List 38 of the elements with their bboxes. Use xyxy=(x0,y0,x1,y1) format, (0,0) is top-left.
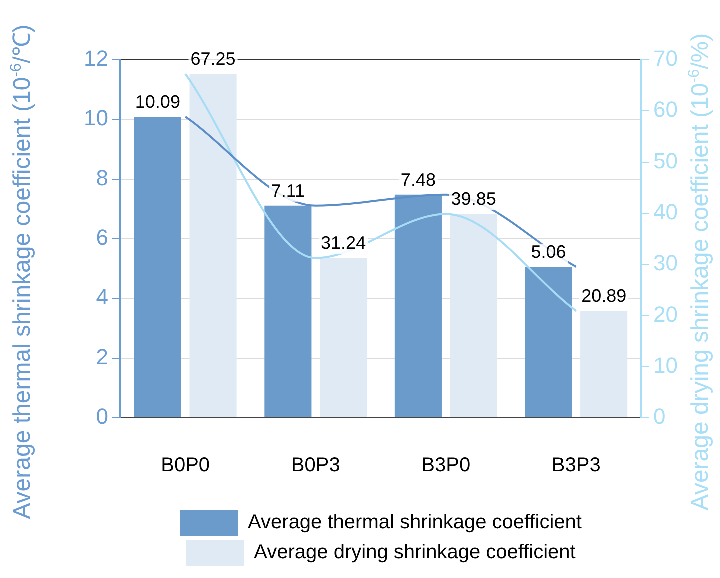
bar xyxy=(134,116,182,418)
data-label: 39.85 xyxy=(451,189,496,210)
y-tick-label: 0 xyxy=(96,404,108,430)
y-tick-label: 8 xyxy=(96,165,108,190)
data-label: 7.11 xyxy=(271,180,306,201)
data-label: 20.89 xyxy=(582,286,627,306)
data-label: 5.06 xyxy=(531,242,566,262)
y2-tick-label: 30 xyxy=(654,250,678,276)
y-tick-label: 10 xyxy=(84,106,108,131)
data-label: 7.48 xyxy=(400,170,436,190)
y-tick-label: 6 xyxy=(96,225,108,250)
bar xyxy=(320,258,368,418)
data-label: 10.09 xyxy=(135,92,180,112)
y-tick-label: 2 xyxy=(96,344,108,370)
y2-tick-label: 70 xyxy=(654,46,678,72)
data-label: 31.24 xyxy=(321,233,366,254)
data-label: 67.25 xyxy=(190,49,236,70)
bar xyxy=(525,267,572,418)
x-tick-label: B0P0 xyxy=(161,454,210,477)
bar xyxy=(394,194,442,418)
y2-tick-label: 20 xyxy=(654,302,678,327)
y2-tick-label: 50 xyxy=(654,148,678,174)
x-tick-label: B3P3 xyxy=(552,454,601,477)
y2-tick-label: 10 xyxy=(654,352,678,378)
x-tick-label: B0P3 xyxy=(291,454,340,477)
bar xyxy=(580,311,628,418)
x-tick-label: B3P0 xyxy=(422,454,471,477)
y2-tick-label: 0 xyxy=(654,404,666,430)
bar xyxy=(450,214,498,418)
y2-tick-label: 40 xyxy=(654,199,678,224)
bar xyxy=(264,206,312,418)
legend-label: Average thermal shrinkage coefficient xyxy=(248,512,582,534)
bar xyxy=(190,74,237,418)
legend-label: Average drying shrinkage coefficient xyxy=(254,542,576,564)
y-tick-label: 12 xyxy=(84,46,108,72)
y-tick-label: 4 xyxy=(96,284,108,310)
y2-tick-label: 60 xyxy=(654,97,678,122)
line-series xyxy=(184,73,578,312)
